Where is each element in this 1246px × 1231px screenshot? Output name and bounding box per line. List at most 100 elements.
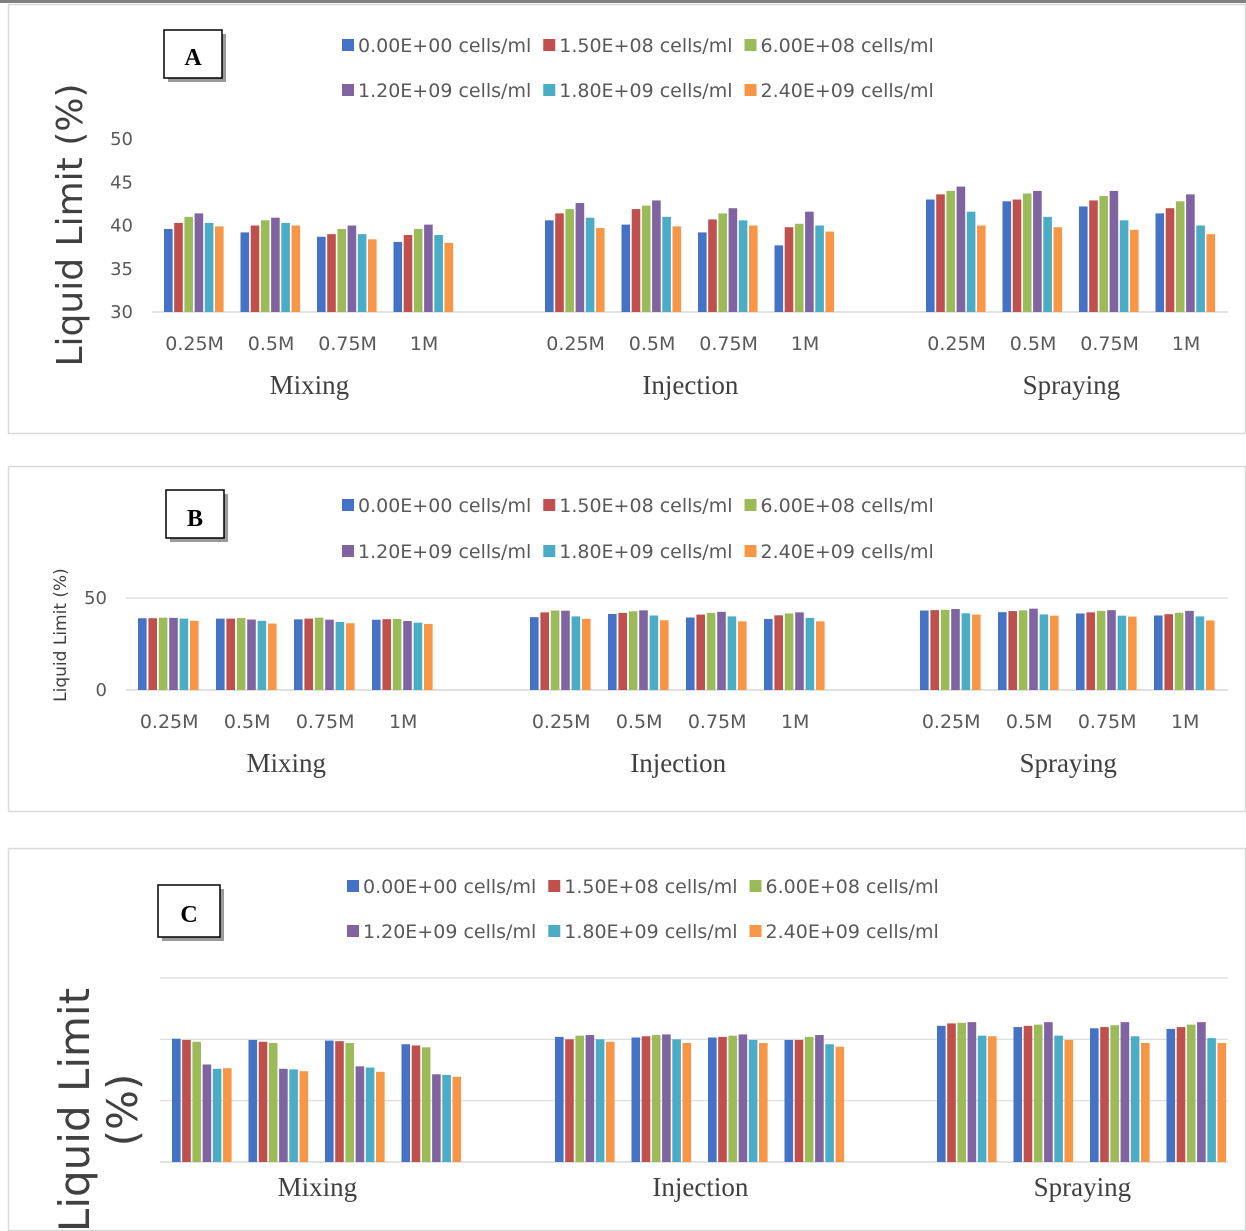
bar bbox=[967, 1022, 977, 1162]
group-label: Spraying bbox=[1019, 748, 1117, 778]
bar bbox=[639, 610, 648, 690]
bar bbox=[718, 213, 727, 312]
bar bbox=[988, 1036, 997, 1162]
bar bbox=[1013, 1027, 1023, 1162]
bar bbox=[314, 617, 324, 690]
bar bbox=[595, 1039, 605, 1162]
bar bbox=[555, 1036, 564, 1162]
bar bbox=[1099, 196, 1108, 312]
bar bbox=[1064, 1039, 1074, 1162]
bar bbox=[545, 220, 554, 312]
bar bbox=[662, 1034, 671, 1162]
bar bbox=[424, 623, 433, 690]
bar bbox=[672, 1039, 681, 1162]
bar bbox=[172, 1038, 181, 1162]
x-tick-label: 1M bbox=[1172, 333, 1200, 355]
legend-swatch bbox=[749, 880, 762, 892]
legend-item: 6.00E+08 cells/ml bbox=[744, 35, 934, 57]
bar bbox=[1086, 612, 1095, 690]
bar bbox=[1044, 1022, 1053, 1162]
x-tick-label: 1M bbox=[410, 333, 438, 355]
bar bbox=[247, 619, 256, 690]
bar bbox=[596, 228, 605, 312]
bar bbox=[346, 623, 355, 690]
group-label: Mixing bbox=[246, 748, 326, 778]
y-tick-label: 0 bbox=[96, 680, 107, 701]
bar bbox=[1154, 615, 1163, 690]
x-tick-label: 0.75M bbox=[688, 711, 747, 733]
bar bbox=[179, 618, 189, 690]
bar bbox=[686, 617, 695, 690]
bar bbox=[748, 1039, 758, 1162]
bar bbox=[794, 1039, 804, 1162]
group-label: Mixing bbox=[270, 370, 350, 400]
bar bbox=[1141, 1043, 1150, 1162]
bar bbox=[585, 1035, 595, 1162]
legend-item: 1.50E+08 cells/ml bbox=[543, 495, 732, 517]
bar bbox=[706, 612, 716, 690]
bar bbox=[1185, 610, 1194, 690]
bar bbox=[1008, 611, 1017, 690]
bar bbox=[268, 623, 277, 690]
panel-label: B bbox=[187, 506, 203, 532]
bar bbox=[413, 622, 423, 690]
bar bbox=[1119, 220, 1129, 312]
legend-swatch bbox=[543, 39, 556, 51]
bar bbox=[337, 228, 346, 312]
bar bbox=[805, 617, 815, 690]
bar bbox=[291, 225, 301, 312]
y-tick-label: 40 bbox=[110, 216, 133, 237]
bar bbox=[784, 1039, 794, 1162]
bar bbox=[268, 1043, 278, 1162]
bar bbox=[652, 200, 661, 312]
bar bbox=[1196, 225, 1205, 312]
bar bbox=[184, 216, 193, 312]
legend-swatch bbox=[342, 39, 354, 51]
legend-swatch bbox=[342, 499, 354, 511]
bar bbox=[608, 614, 617, 690]
bar bbox=[571, 616, 581, 690]
x-tick-label: 0.25M bbox=[140, 711, 199, 733]
bar bbox=[1186, 194, 1195, 312]
bar bbox=[424, 224, 433, 312]
bar bbox=[1176, 1027, 1186, 1162]
bar bbox=[138, 618, 147, 690]
bar bbox=[1053, 227, 1063, 312]
y-tick-label: 50 bbox=[110, 129, 133, 150]
bar bbox=[718, 1036, 727, 1162]
bar bbox=[1012, 199, 1022, 312]
bar bbox=[260, 220, 270, 312]
bar bbox=[432, 1074, 441, 1162]
bar bbox=[727, 616, 737, 690]
bar bbox=[215, 226, 224, 312]
legend-swatch bbox=[749, 925, 762, 937]
bar bbox=[555, 213, 564, 312]
legend-label: 1.80E+09 cells/ml bbox=[564, 921, 737, 943]
bar bbox=[444, 242, 454, 312]
legend-swatch bbox=[548, 880, 561, 892]
bar bbox=[258, 1041, 268, 1162]
legend-item: 6.00E+08 cells/ml bbox=[749, 876, 939, 898]
bar bbox=[961, 613, 971, 690]
x-tick-label: 0.75M bbox=[296, 711, 355, 733]
bar bbox=[936, 194, 945, 312]
bar bbox=[795, 612, 804, 690]
x-tick-label: 1M bbox=[781, 711, 809, 733]
bar bbox=[805, 211, 814, 312]
x-tick-label: 0.25M bbox=[546, 333, 605, 355]
bar bbox=[182, 1039, 191, 1162]
legend-item: 2.40E+09 cells/ml bbox=[749, 921, 939, 943]
legend-swatch bbox=[744, 545, 757, 557]
legend-label: 6.00E+08 cells/ml bbox=[766, 876, 939, 898]
bar bbox=[1166, 1028, 1176, 1162]
bar bbox=[1079, 206, 1088, 312]
legend-item: 1.80E+09 cells/ml bbox=[543, 80, 732, 102]
bar bbox=[1110, 1025, 1119, 1162]
bar bbox=[345, 1043, 354, 1162]
bar bbox=[1043, 216, 1052, 312]
legend-label: 2.40E+09 cells/ml bbox=[766, 921, 939, 943]
panel-label: A bbox=[184, 45, 202, 71]
bar bbox=[815, 225, 824, 312]
bar bbox=[1054, 1035, 1063, 1162]
bar bbox=[434, 235, 443, 312]
